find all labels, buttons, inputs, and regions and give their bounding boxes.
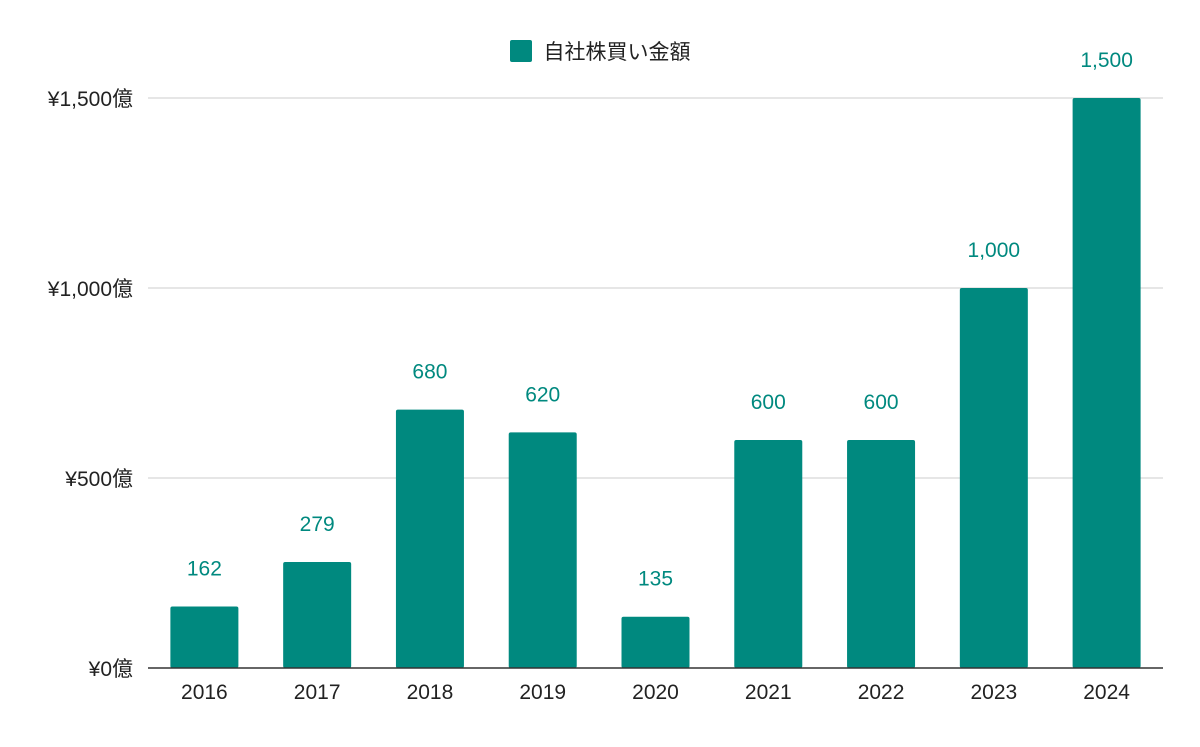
bar — [1072, 98, 1141, 668]
bar — [734, 440, 803, 668]
data-label: 600 — [751, 391, 786, 414]
bar — [508, 432, 577, 668]
bar — [395, 409, 464, 668]
data-label: 1,000 — [968, 239, 1021, 262]
y-tick-label: ¥500億 — [64, 468, 133, 491]
y-tick-label: ¥0億 — [88, 658, 133, 681]
x-tick-label: 2020 — [632, 681, 679, 704]
x-tick-label: 2017 — [294, 681, 341, 704]
x-tick-label: 2022 — [858, 681, 905, 704]
data-label: 1,500 — [1080, 49, 1133, 72]
x-tick-label: 2021 — [745, 681, 792, 704]
y-tick-label: ¥1,000億 — [47, 278, 133, 301]
data-label: 680 — [412, 361, 447, 384]
bar — [847, 440, 916, 668]
data-label: 135 — [638, 568, 673, 591]
y-tick-label: ¥1,500億 — [47, 88, 133, 111]
x-tick-label: 2019 — [519, 681, 566, 704]
data-label: 162 — [187, 557, 222, 580]
legend-swatch — [509, 40, 532, 62]
legend-label: 自社株買い金額 — [543, 40, 691, 64]
x-tick-label: 2016 — [181, 681, 228, 704]
data-label: 620 — [525, 383, 560, 406]
legend: 自社株買い金額 — [0, 36, 1200, 66]
x-tick-label: 2018 — [407, 681, 454, 704]
x-tick-label: 2024 — [1083, 681, 1130, 704]
bar — [959, 288, 1028, 668]
data-label: 279 — [300, 513, 335, 536]
x-tick-label: 2023 — [970, 681, 1017, 704]
bar — [170, 606, 239, 668]
data-label: 600 — [864, 391, 899, 414]
bar — [621, 616, 690, 668]
bar — [283, 561, 352, 668]
